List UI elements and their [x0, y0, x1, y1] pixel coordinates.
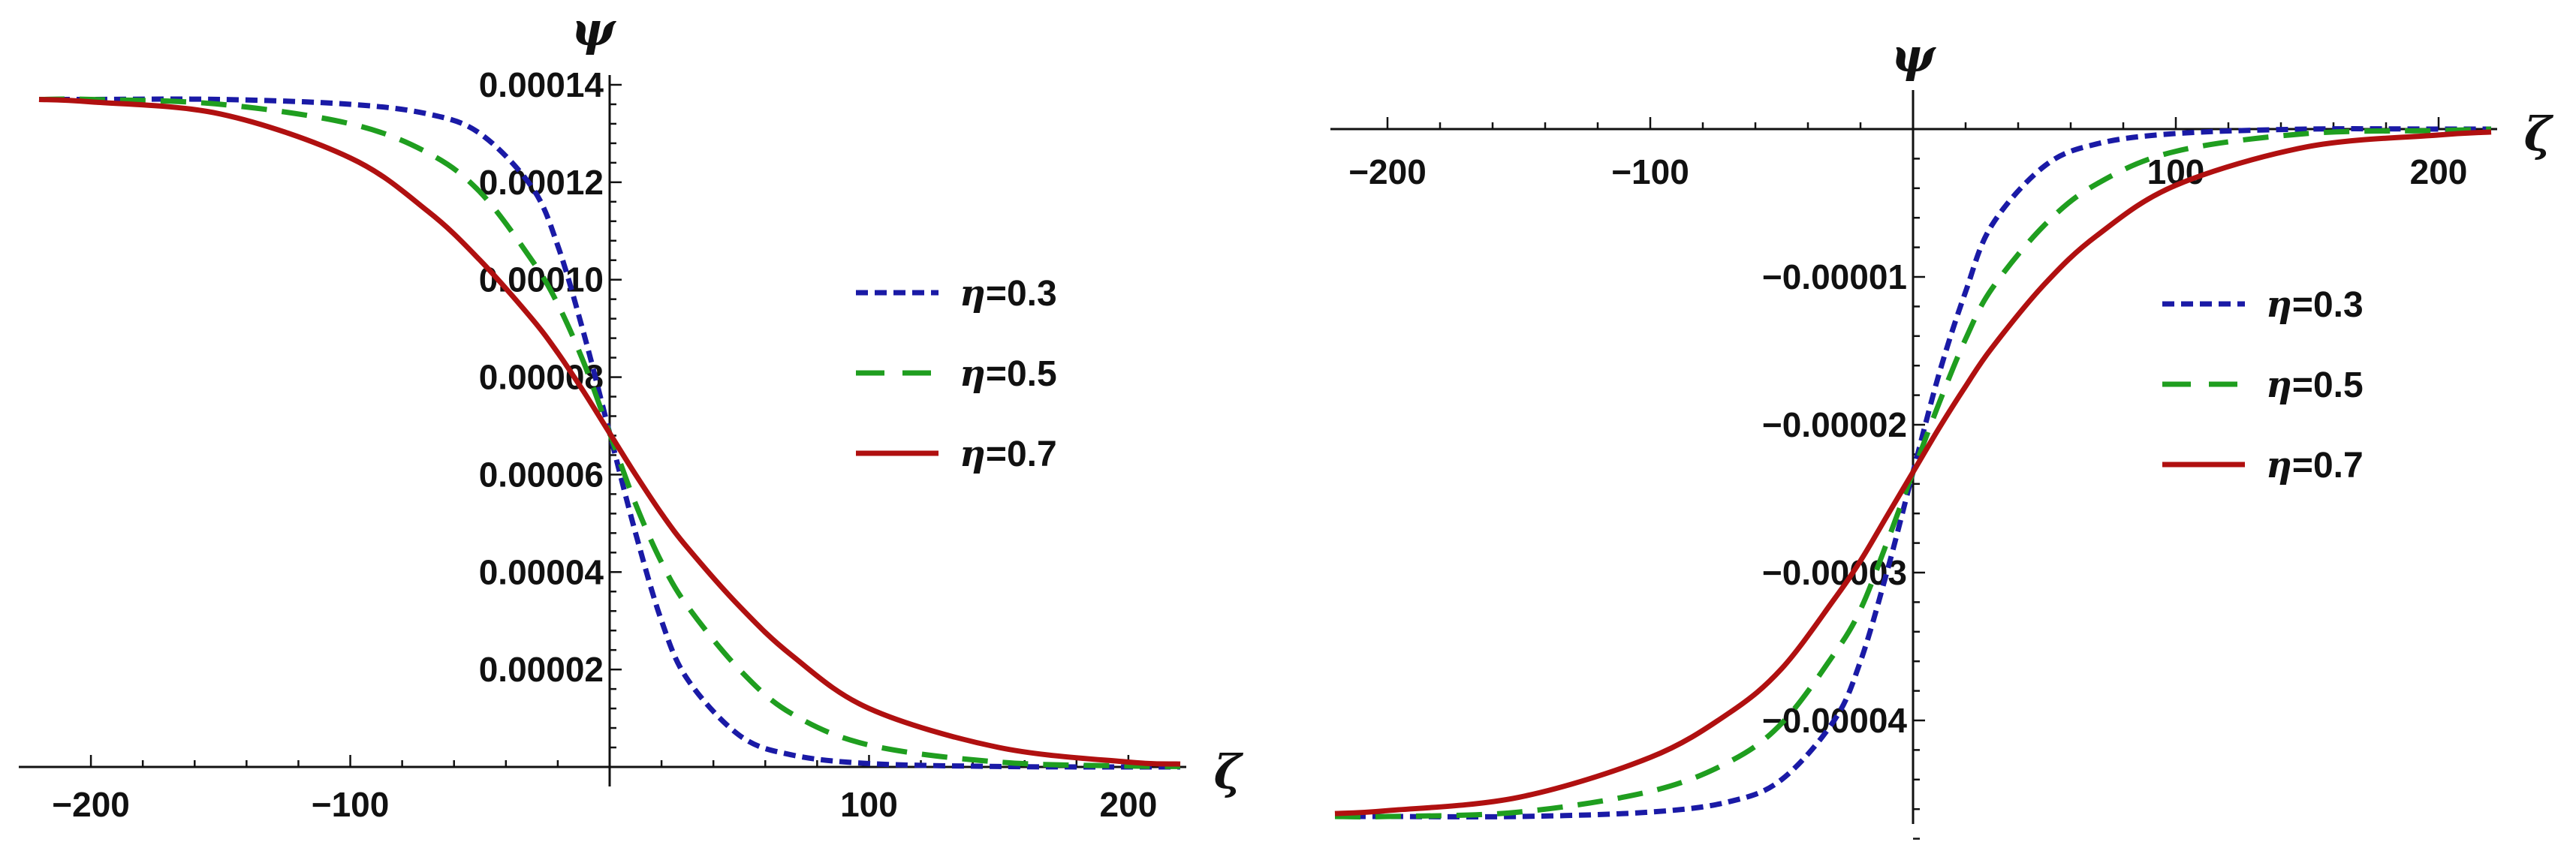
series-line-07	[38, 97, 1181, 767]
y-axis-label: ψ	[571, 2, 617, 56]
x-tick-label: −200	[1348, 152, 1427, 191]
x-tick-label: 200	[1100, 785, 1158, 824]
legend-label: η=0.5	[960, 353, 1057, 395]
legend-label: η=0.3	[960, 272, 1057, 314]
y-tick-label: 0.00014	[479, 65, 604, 104]
legend-label: η=0.5	[2266, 364, 2364, 406]
legend: η=0.3 η=0.5 η=0.7	[2162, 284, 2364, 486]
x-tick-label: −200	[52, 785, 130, 824]
y-tick-label: 0.00002	[479, 650, 604, 689]
x-axis-label: ζ	[1214, 744, 1244, 799]
y-tick-label: −0.00001	[1762, 257, 1907, 296]
y-axis-label: ψ	[1891, 28, 1937, 83]
x-tick-label: −100	[1611, 152, 1689, 191]
x-tick-label: 100	[840, 785, 898, 824]
legend: η=0.3 η=0.5 η=0.7	[856, 272, 1057, 475]
x-tick-label: 200	[2410, 152, 2468, 191]
legend-label: η=0.7	[2266, 444, 2364, 486]
y-tick-label: 0.00006	[479, 455, 604, 494]
y-tick-label: −0.00002	[1762, 405, 1907, 444]
x-tick-label: −100	[312, 785, 390, 824]
legend-label: η=0.3	[2266, 284, 2364, 326]
panel-right: −200 −100 100 200−0.00001−0.00002−0.00003−0…	[1330, 28, 2554, 840]
panel-left: −200 −100 100 200 0.00002 0.00004 0.00006 0.000…	[19, 2, 1244, 824]
y-tick-label: 0.00004	[479, 552, 604, 591]
legend-label: η=0.7	[960, 433, 1057, 475]
y-tick-label: 0.00012	[479, 163, 604, 202]
x-axis-label: ζ	[2524, 107, 2554, 161]
series-line-07	[1334, 129, 2492, 816]
